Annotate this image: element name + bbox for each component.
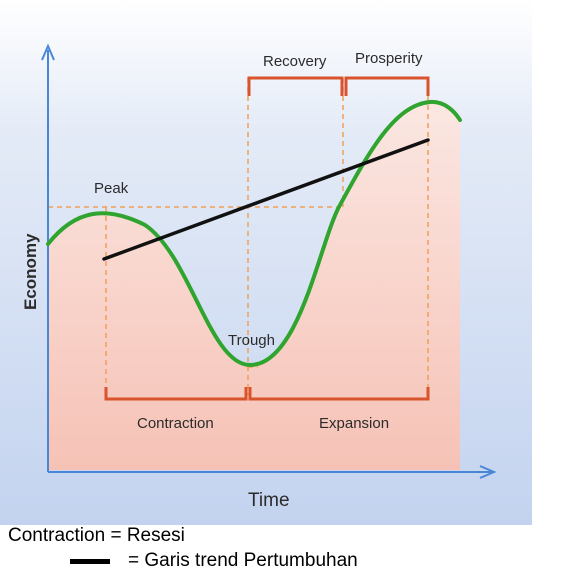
contraction-bracket [104, 387, 248, 401]
y-axis-arrow [41, 43, 55, 61]
business-cycle-curve [46, 99, 462, 368]
recovery-bracket [247, 76, 344, 96]
guide-lines [48, 78, 429, 395]
area-under-curve [48, 101, 460, 470]
peak-label: Peak [94, 180, 129, 197]
contraction-label: Contraction [137, 415, 214, 432]
business-cycle-diagram: Peak Trough Recovery Prosperity Contract… [0, 0, 532, 525]
recovery-label: Recovery [263, 53, 327, 70]
expansion-label: Expansion [319, 415, 389, 432]
prosperity-bracket [344, 76, 430, 96]
x-axis-label: Time [248, 490, 290, 511]
trend-line-swatch [70, 558, 110, 564]
brackets [104, 76, 430, 401]
legend-contraction-definition: Contraction = Resesi [8, 525, 185, 546]
prosperity-label: Prosperity [355, 50, 423, 67]
expansion-bracket [248, 387, 430, 401]
growth-trend-line [102, 138, 430, 261]
legend-trend-line: = Garis trend Pertumbuhan [70, 550, 358, 572]
axes [41, 43, 497, 479]
y-axis-label: Economy [21, 233, 40, 310]
legend-trend-text: = Garis trend Pertumbuhan [128, 550, 358, 571]
trough-label: Trough [228, 332, 275, 349]
x-axis-arrow [479, 465, 497, 479]
